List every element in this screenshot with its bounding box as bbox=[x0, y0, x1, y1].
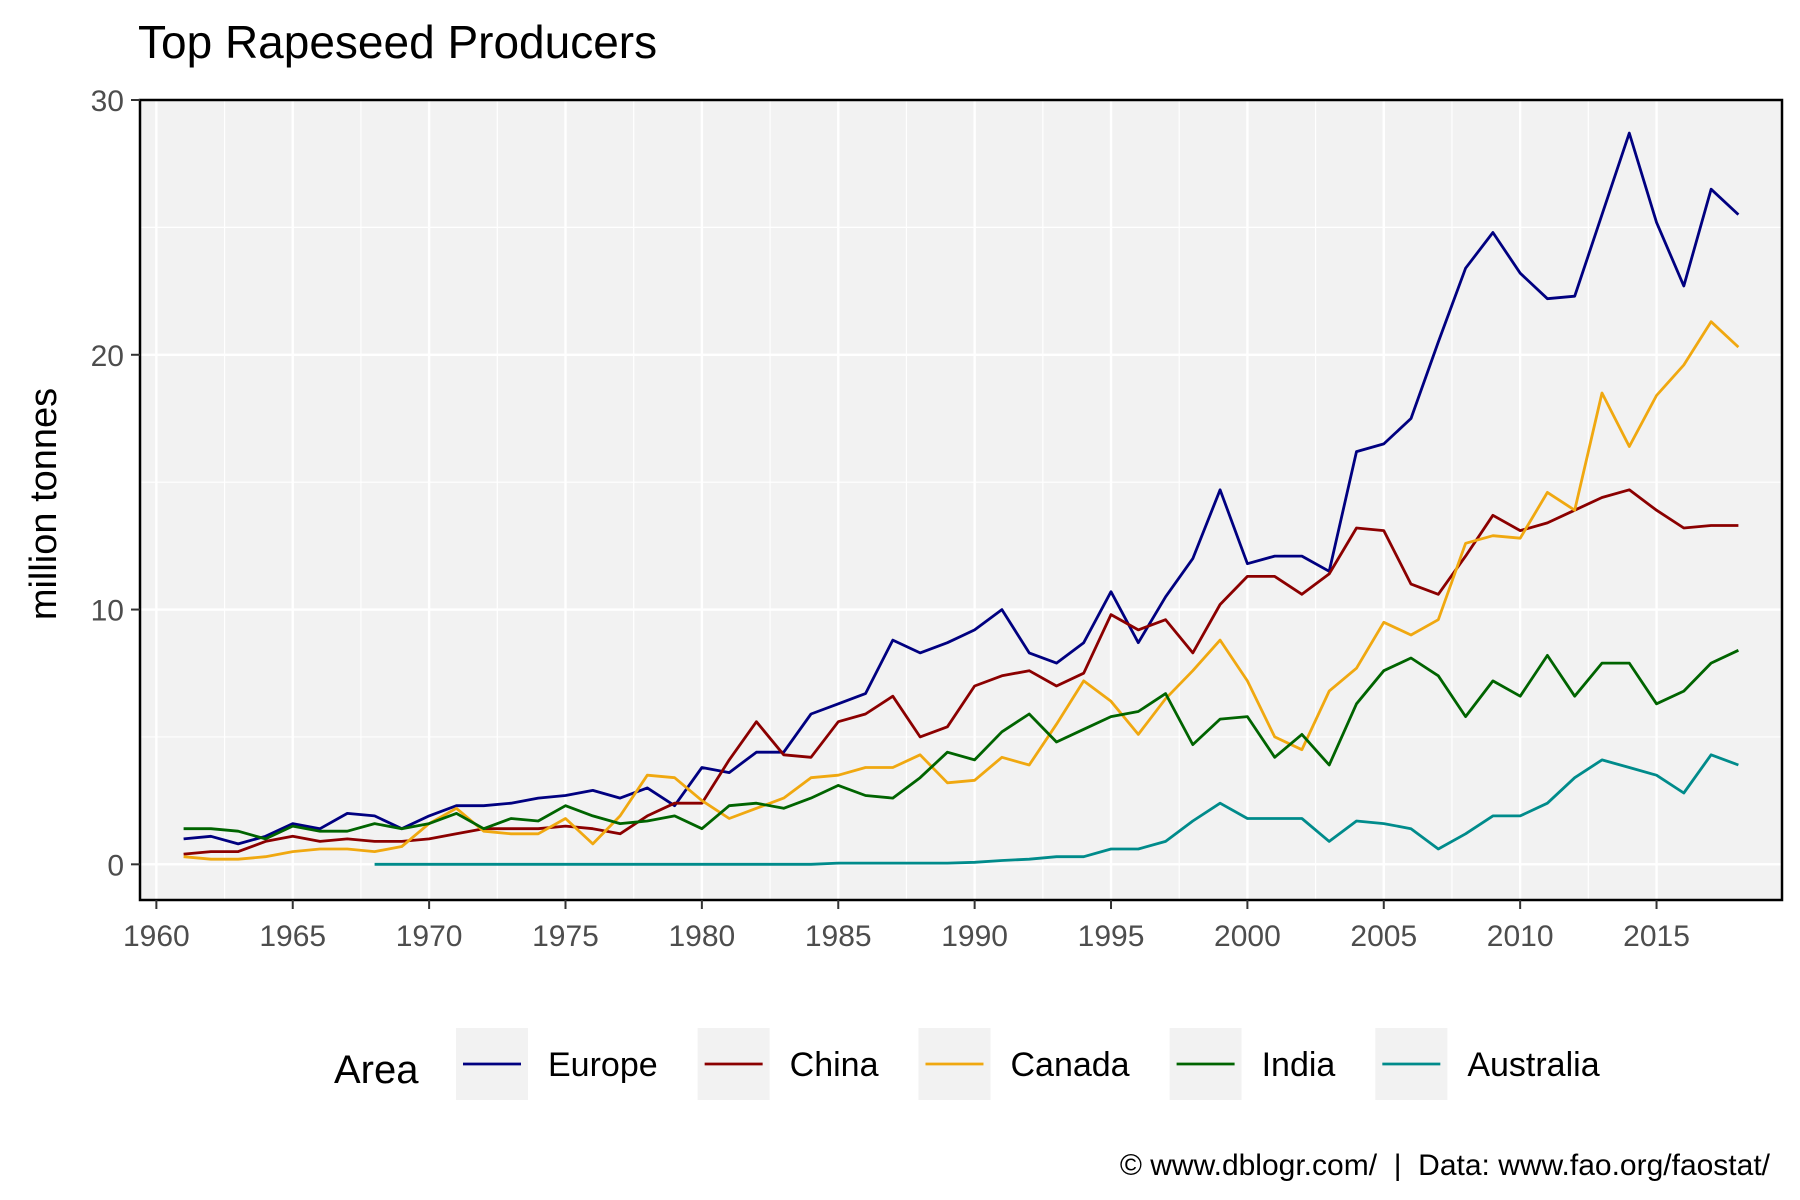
x-tick-label: 1960 bbox=[123, 920, 190, 953]
grid-lines bbox=[140, 98, 1782, 900]
x-tick-label: 1970 bbox=[396, 920, 463, 953]
chart-title: Top Rapeseed Producers bbox=[138, 16, 657, 68]
legend-item-europe: Europe bbox=[456, 1028, 658, 1100]
source-caption: © www.dblogr.com/ | Data: www.fao.org/fa… bbox=[1120, 1149, 1771, 1182]
legend: Area Europe China Canada India Australia bbox=[334, 1028, 1600, 1100]
x-tick-label: 2010 bbox=[1487, 920, 1554, 953]
y-tick-label: 10 bbox=[91, 595, 124, 628]
x-tick-label: 2000 bbox=[1214, 920, 1281, 953]
series-line-canada bbox=[183, 320, 1740, 861]
legend-title: Area bbox=[334, 1048, 419, 1092]
x-tick-label: 1985 bbox=[805, 920, 872, 953]
legend-item-canada: Canada bbox=[918, 1028, 1130, 1100]
plot-border bbox=[138, 98, 1784, 902]
y-tick-label: 0 bbox=[107, 849, 124, 882]
legend-label: Canada bbox=[1010, 1046, 1129, 1084]
legend-items: Europe China Canada India Australia bbox=[456, 1028, 1600, 1100]
series-layer bbox=[183, 131, 1740, 866]
x-axis: 1960 1965 1970 1975 1980 1985 1990 1995 2000 2005… bbox=[123, 900, 1690, 953]
legend-label: China bbox=[790, 1046, 879, 1084]
x-tick-label: 1980 bbox=[669, 920, 736, 953]
legend-item-australia: Australia bbox=[1375, 1028, 1600, 1100]
plot-background bbox=[140, 100, 1782, 900]
plot-area bbox=[138, 98, 1784, 902]
series-line-india bbox=[183, 649, 1739, 841]
legend-label: India bbox=[1262, 1046, 1336, 1084]
series-line-china bbox=[183, 488, 1739, 856]
legend-label: Australia bbox=[1467, 1046, 1599, 1084]
x-tick-label: 1995 bbox=[1078, 920, 1145, 953]
x-tick-label: 1965 bbox=[259, 920, 326, 953]
y-tick-label: 30 bbox=[91, 85, 124, 118]
legend-item-india: India bbox=[1169, 1028, 1336, 1100]
x-tick-label: 1975 bbox=[532, 920, 599, 953]
x-tick-label: 2005 bbox=[1350, 920, 1417, 953]
y-tick-label: 20 bbox=[91, 340, 124, 373]
series-line-europe bbox=[183, 131, 1740, 846]
series-line-australia bbox=[374, 753, 1739, 866]
legend-label: Europe bbox=[548, 1046, 658, 1084]
x-tick-label: 2015 bbox=[1623, 920, 1690, 953]
y-axis-label: million tonnes bbox=[23, 388, 65, 620]
x-tick-label: 1990 bbox=[941, 920, 1008, 953]
legend-item-china: China bbox=[697, 1028, 879, 1100]
y-axis: 0 10 20 30 bbox=[91, 85, 140, 882]
